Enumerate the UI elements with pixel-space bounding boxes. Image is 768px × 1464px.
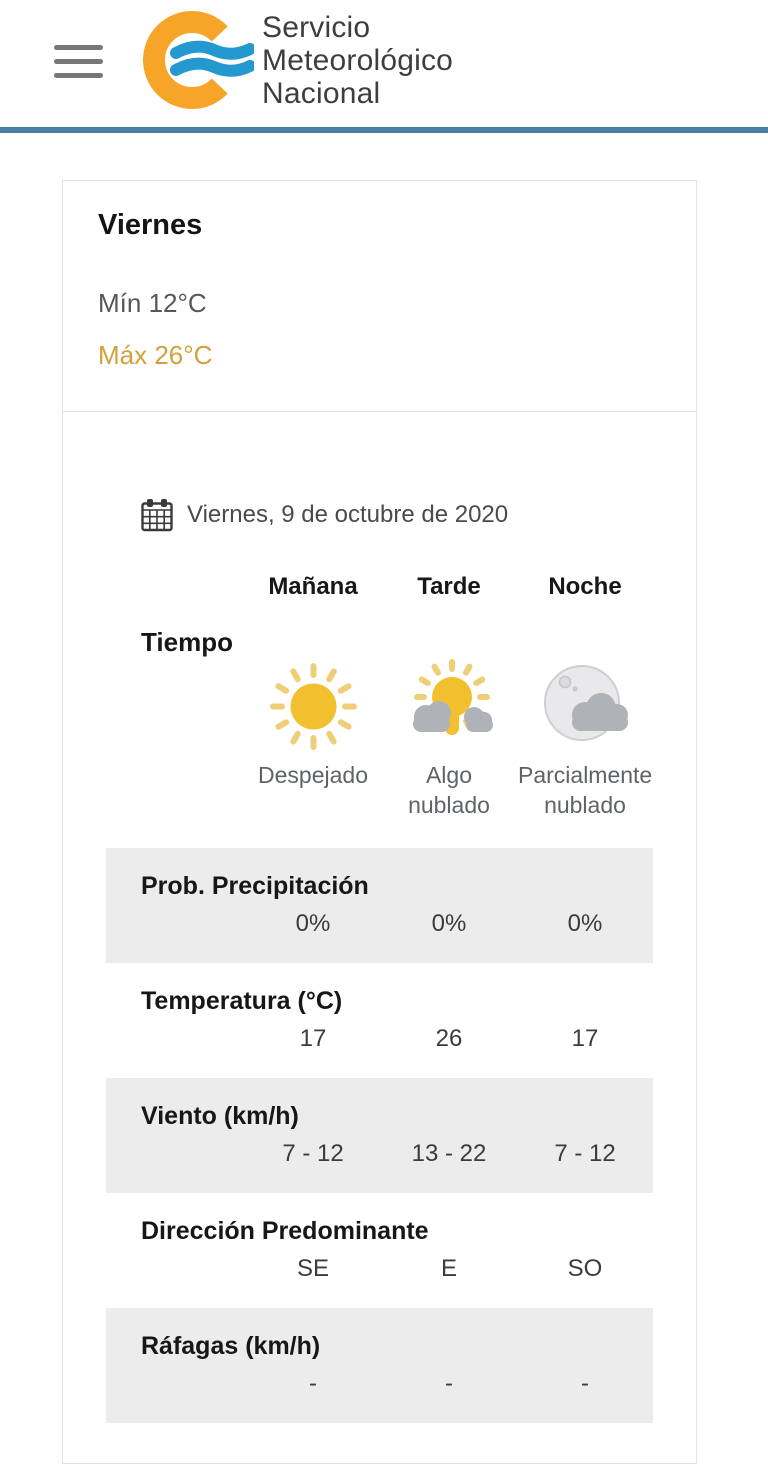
moon-cloud-icon [543,665,628,741]
wordmark-line-2: Meteorológico [262,43,454,77]
smn-logo[interactable]: Servicio Meteorológico Nacional [142,4,453,116]
row-value: - [581,1370,589,1397]
sun-cloud-icon [412,659,493,735]
day-title: Viernes [98,209,203,241]
condition-afternoon: Algo nublado [381,627,517,820]
row-value: 17 [571,1025,599,1052]
min-temperature: Mín 12°C [98,288,207,318]
table-row-wind: Viento (km/h) 7 - 12 13 - 22 7 - 12 [106,1078,653,1193]
column-header-noche: Noche [548,573,622,600]
row-value: 0% [567,910,603,937]
column-headers: Mañana Tarde Noche [106,573,653,601]
app-header: Servicio Meteorológico Nacional [0,0,768,127]
row-value: 26 [435,1025,463,1052]
row-label: Temperatura (°C) [141,987,343,1015]
weather-row-label: Tiempo [141,627,233,657]
forecast-card: Viernes, 9 de octubre de 2020 Mañana Tar… [62,411,697,1464]
table-row-gusts: Ráfagas (km/h) - - - [106,1308,653,1423]
table-row-precipitation: Prob. Precipitación 0% 0% 0% [106,848,653,963]
row-value: 7 - 12 [554,1140,616,1167]
condition-label: Despejado [258,762,368,788]
row-value: 0% [431,910,467,937]
row-label: Dirección Predominante [141,1217,429,1245]
wordmark-line-1: Servicio [262,10,371,44]
row-value: SO [567,1255,603,1282]
row-value: E [440,1255,457,1282]
row-value: - [445,1370,453,1397]
weather-row: Tiempo [106,627,653,820]
smn-logo-icon [143,11,254,109]
row-value: 0% [295,910,331,937]
row-label: Prob. Precipitación [141,872,369,900]
table-row-temperature: Temperatura (°C) 17 26 17 [106,963,653,1078]
column-header-tarde: Tarde [417,573,481,600]
condition-morning: Despejado [245,627,381,790]
row-label: Viento (km/h) [141,1102,299,1130]
menu-button[interactable] [54,45,103,78]
summary-card: Viernes Mín 12°C Máx 26°C [62,180,697,411]
row-value: SE [296,1255,329,1282]
calendar-icon [141,499,173,532]
row-value: 13 - 22 [411,1140,487,1167]
condition-label: Parcialmente nublado [518,762,653,818]
smn-wordmark: Servicio Meteorológico Nacional [262,11,453,110]
row-value: 17 [299,1025,327,1052]
condition-label: Algo nublado [408,762,490,818]
header-divider [0,127,768,133]
column-header-manana: Mañana [268,573,358,600]
row-value: - [309,1370,317,1397]
condition-night: Parcialmente nublado [517,627,653,820]
date-row: Viernes, 9 de octubre de 2020 [106,497,653,533]
table-row-direction: Dirección Predominante SE E SO [106,1193,653,1308]
row-value: 7 - 12 [282,1140,344,1167]
wordmark-line-3: Nacional [262,76,381,110]
row-label: Ráfagas (km/h) [141,1332,321,1360]
sun-icon [269,663,357,750]
hamburger-icon [54,45,103,50]
max-temperature: Máx 26°C [98,340,213,370]
forecast-date: Viernes, 9 de octubre de 2020 [187,501,509,528]
